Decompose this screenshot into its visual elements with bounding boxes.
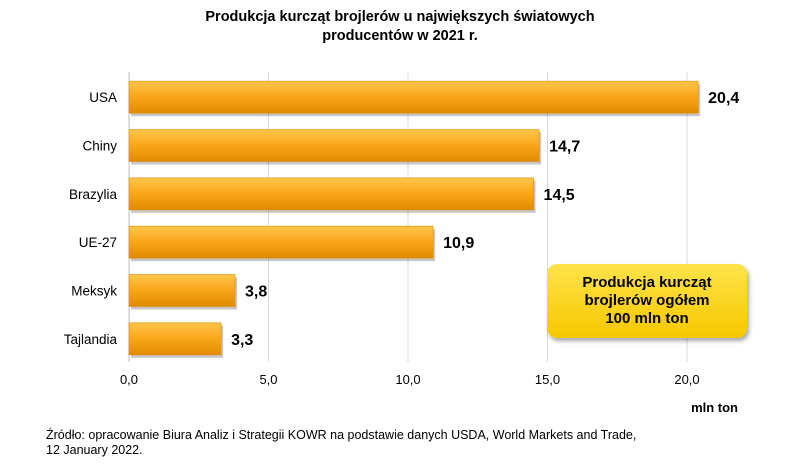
total-production-callout: Produkcja kurcząt brojlerów ogółem 100 m… [547, 264, 747, 338]
category-label: Brazylia [69, 187, 118, 202]
source-note: Źródło: opracowanie Biura Analiz i Strat… [46, 428, 636, 458]
bars [128, 80, 701, 358]
callout-line-1: Produkcja kurcząt [582, 274, 712, 291]
x-tick-label: 15,0 [535, 372, 560, 387]
bar [128, 274, 236, 307]
value-label: 3,3 [231, 332, 253, 349]
callout-line-3: 100 mln ton [605, 310, 689, 327]
category-label: UE-27 [79, 235, 117, 250]
chart-title: Produkcja kurcząt brojlerów u największy… [0, 8, 800, 46]
bar [128, 80, 699, 114]
bar [128, 225, 434, 259]
chart-title-line-1: Produkcja kurcząt brojlerów u największy… [205, 9, 595, 25]
labels: 0,0 5,0 10,0 15,0 20,0 USA 20,4 Chiny 14,7 Brazyl… [64, 90, 740, 387]
category-label: USA [89, 90, 117, 105]
value-label: 14,7 [549, 139, 580, 156]
source-line-2: 12 January 2022. [46, 443, 143, 457]
value-label: 10,9 [443, 235, 474, 252]
source-line-1: Źródło: opracowanie Biura Analiz i Strat… [46, 428, 637, 442]
value-label: 20,4 [708, 90, 739, 107]
callout-line-2: brojlerów ogółem [584, 292, 710, 309]
bar [128, 129, 540, 162]
value-label: 3,8 [245, 284, 267, 301]
bar [128, 177, 534, 211]
bar [128, 322, 222, 356]
x-tick-label: 10,0 [395, 372, 420, 387]
x-tick-label: 20,0 [674, 372, 699, 387]
x-tick-label: 5,0 [259, 372, 277, 387]
category-label: Tajlandia [64, 332, 118, 347]
x-tick-label: 0,0 [120, 372, 138, 387]
x-axis-title: mln ton [691, 400, 738, 415]
category-label: Meksyk [71, 284, 117, 299]
category-label: Chiny [82, 139, 117, 154]
chart-title-line-2: producentów w 2021 r. [322, 28, 478, 44]
value-label: 14,5 [544, 187, 575, 204]
